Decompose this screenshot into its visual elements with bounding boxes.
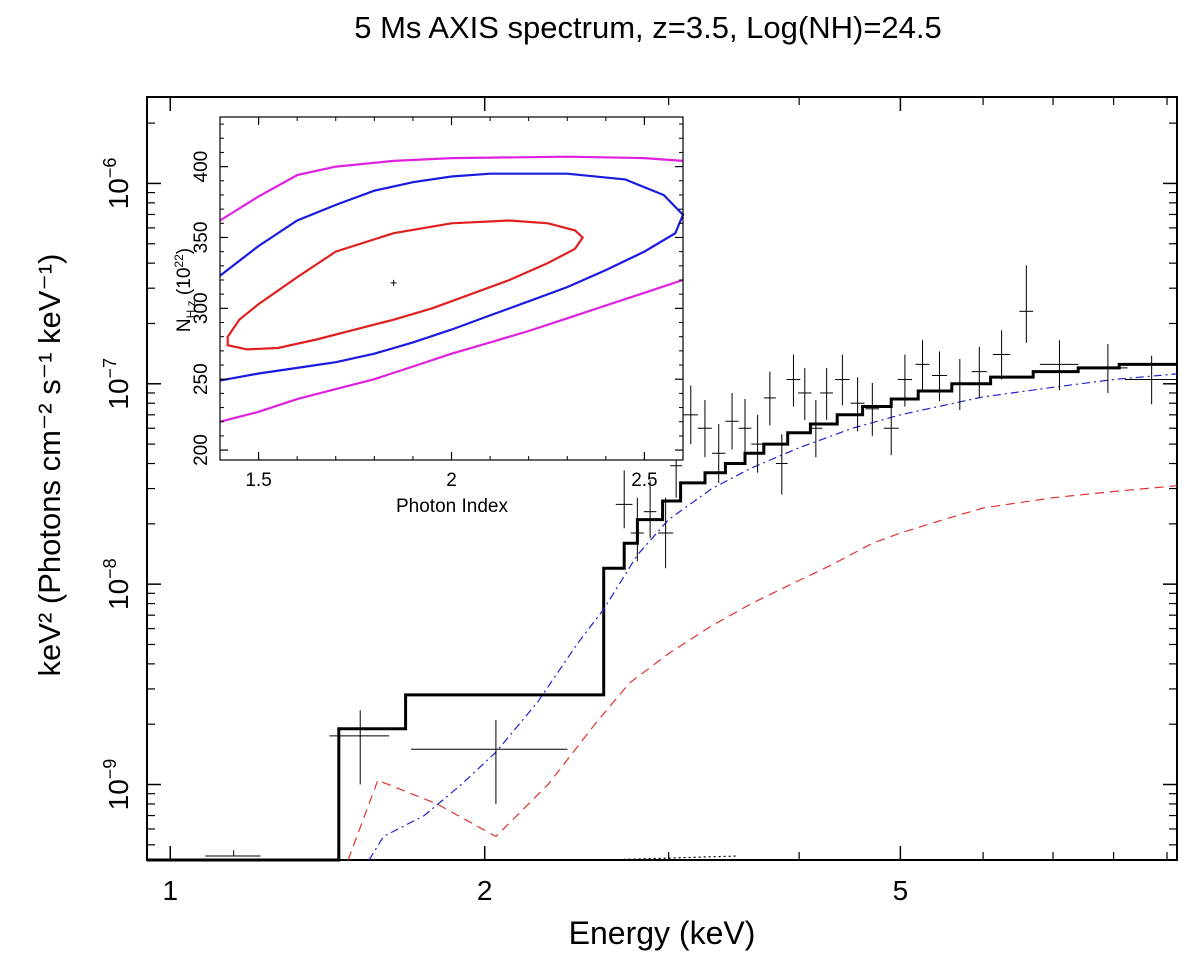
contour-outer [219,155,684,222]
inset-x-tick-label: 2 [446,470,457,491]
main-ticks-layer: 1 2 5 10−9 10−8 10−7 10−6 [100,97,1177,906]
inset-x-axis-label: Photon Index [396,496,508,517]
inset-x-tick-label: 1.5 [245,470,271,491]
inset-y-label-main: N [174,318,195,332]
data-point [683,385,698,445]
inset-y-tick-label: 400 [191,151,212,183]
data-point [786,354,801,407]
data-point [205,850,261,857]
y-tick-label: 10−6 [100,158,134,210]
data-point [971,346,987,398]
data-point [657,497,674,569]
data-point [643,480,657,538]
contour-inner [226,219,585,351]
inset-y-label-unit-exp: 22 [172,254,186,268]
inset-y-label-unit-close: ) [174,248,195,254]
data-point [725,392,739,450]
data-point [738,398,752,458]
x-tick-label: 5 [893,875,909,906]
data-point [850,377,865,432]
inset-ticks-layer: 1.5 2 2.5 200 250 300 350 400 [191,117,684,491]
inset-y-label-unit: (10 [174,268,195,301]
series-line-2 [347,485,1178,861]
contour-outer-lower [219,278,684,423]
data-point [809,400,823,458]
data-point [931,351,947,402]
data-point [992,330,1011,380]
inset-y-label-sub: H,z [184,300,198,318]
data-point [865,382,880,436]
data-point [1124,355,1177,405]
inset-contours-layer [219,155,685,423]
main-data-points-layer [205,265,1177,857]
data-point [1019,265,1034,343]
data-point [1087,343,1128,393]
inset-background [220,117,683,460]
data-point [697,400,712,458]
data-point [835,354,850,406]
y-axis-label: keV² (Photons cm⁻² s⁻¹ keV⁻¹) [32,254,67,677]
inset-y-tick-label: 350 [191,222,212,254]
data-point [820,367,834,420]
data-point [915,340,930,391]
data-point [1039,340,1079,391]
series-line-0 [147,362,1177,862]
data-point [751,414,764,473]
contour-middle [219,172,685,382]
chart-title: 5 Ms AXIS spectrum, z=3.5, Log(NH)=24.5 [354,10,942,45]
data-point [763,371,776,426]
y-tick-label: 10−9 [100,759,134,811]
inset-y-tick-label: 200 [191,434,212,466]
main-plot-frame [146,96,1178,861]
x-axis-label: Energy (keV) [569,915,756,951]
data-point [775,434,788,495]
data-point [711,423,726,483]
series-line-1 [368,373,1178,861]
y-tick-label: 10−7 [100,358,134,410]
inset-y-tick-label: 300 [191,292,212,324]
inset-x-tick-label: 2.5 [631,470,657,491]
x-tick-label: 2 [477,875,493,906]
data-point [897,354,913,407]
data-point [329,710,390,785]
inset-y-axis-label: NH,z (1022) [172,248,198,332]
data-point [798,367,812,420]
main-series-layer [147,362,1178,862]
data-point [615,470,633,529]
x-tick-label: 1 [162,875,178,906]
data-point [883,401,899,456]
data-point [630,497,644,562]
data-point [410,719,568,804]
inset-y-tick-label: 250 [191,363,212,395]
y-tick-label: 10−8 [100,558,134,610]
data-point [951,358,968,410]
